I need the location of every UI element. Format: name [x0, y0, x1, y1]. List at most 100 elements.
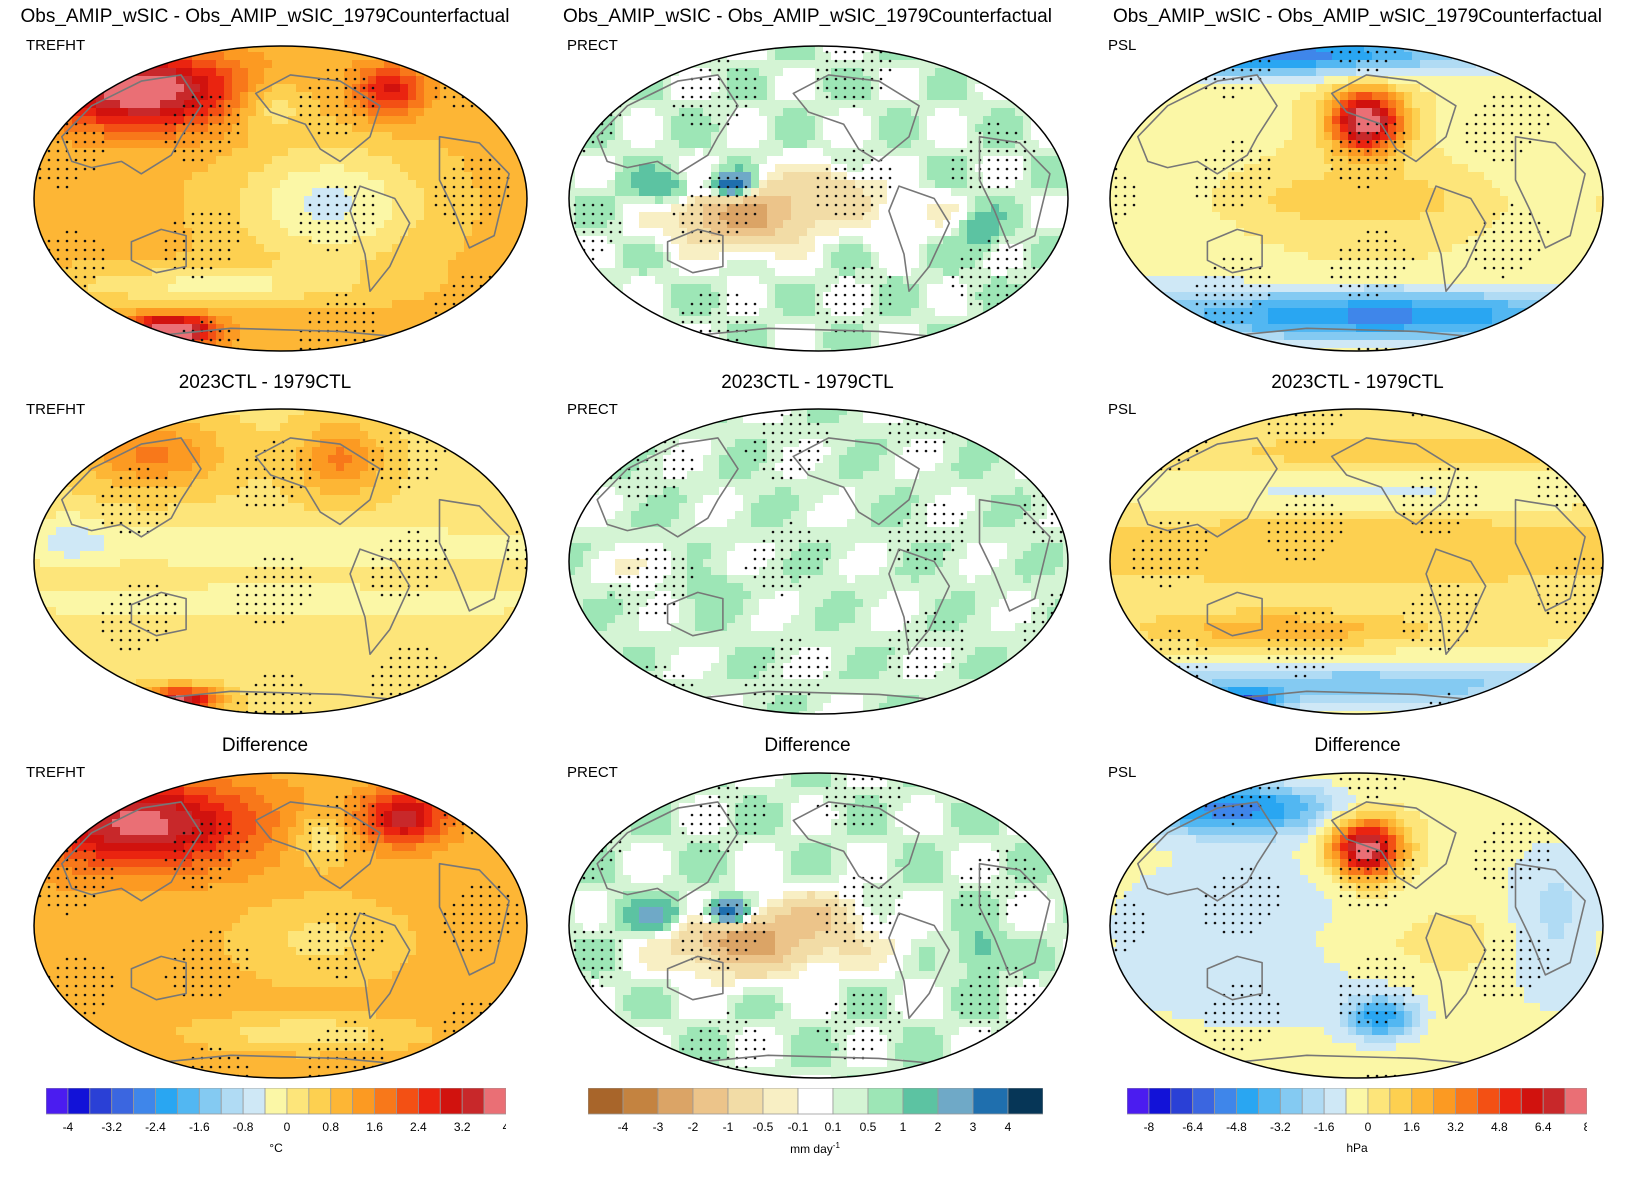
map-cell: [80, 268, 89, 277]
stipple-dot: [200, 275, 204, 279]
map-cell: [488, 268, 497, 277]
map-cell: [352, 252, 361, 261]
map-cell: [895, 68, 904, 77]
map-cell: [72, 100, 81, 109]
map-cell: [528, 156, 529, 165]
map-cell: [400, 268, 409, 277]
stipple-dot: [479, 311, 483, 315]
map-cell: [959, 156, 968, 165]
map-cell: [607, 260, 616, 269]
map-cell: [1023, 84, 1032, 93]
map-cell: [288, 164, 297, 173]
map-cell: [1023, 124, 1032, 133]
map-cell: [192, 284, 201, 293]
map-cell: [967, 132, 976, 141]
map-cell: [200, 124, 209, 133]
map-cell: [663, 100, 672, 109]
map-cell: [887, 236, 896, 245]
map-cell: [432, 236, 441, 245]
map-cell: [40, 332, 49, 341]
map-cell: [807, 156, 816, 165]
map-cell: [695, 268, 704, 277]
map-cell: [735, 156, 744, 165]
stipple-dot: [209, 212, 213, 216]
map-cell: [927, 52, 936, 61]
map-cell: [895, 268, 904, 277]
stipple-dot: [182, 230, 186, 234]
stipple-dot: [236, 113, 240, 117]
map-cell: [727, 124, 736, 133]
map-cell: [240, 180, 249, 189]
map-cell: [687, 252, 696, 261]
map-cell: [759, 46, 768, 53]
map-cell: [464, 132, 473, 141]
map-cell: [376, 164, 385, 173]
map-cell: [815, 52, 824, 61]
map-cell: [456, 268, 465, 277]
map-cell: [312, 84, 321, 93]
map-cell: [855, 180, 864, 189]
map-cell: [488, 148, 497, 157]
map-cell: [663, 236, 672, 245]
map-cell: [416, 276, 425, 285]
map-cell: [727, 180, 736, 189]
map-cell: [1015, 164, 1024, 173]
map-cell: [104, 172, 113, 181]
map-cell: [927, 180, 936, 189]
map-cell: [647, 188, 656, 197]
stipple-dot: [488, 320, 492, 324]
map-cell: [504, 156, 513, 165]
map-cell: [687, 244, 696, 253]
map-cell: [919, 244, 928, 253]
map-cell: [344, 332, 353, 341]
map-cell: [1063, 268, 1068, 277]
map-cell: [759, 188, 768, 197]
map-cell: [895, 156, 904, 165]
stipple-dot: [470, 77, 474, 81]
map-cell: [871, 124, 880, 133]
map-cell: [623, 108, 632, 117]
map-cell: [408, 332, 417, 341]
map-cell: [112, 236, 121, 245]
map-cell: [528, 188, 529, 197]
map-cell: [424, 260, 433, 269]
map-cell: [1015, 244, 1024, 253]
map-cell: [727, 212, 736, 221]
map-cell: [296, 52, 305, 61]
map-cell: [120, 220, 129, 229]
stipple-dot: [326, 248, 330, 252]
stipple-dot: [164, 122, 168, 126]
map-cell: [512, 292, 521, 301]
map-cell: [368, 204, 377, 213]
map-cell: [879, 100, 888, 109]
map-cell: [392, 308, 401, 317]
map-cell: [304, 284, 313, 293]
map-cell: [384, 236, 393, 245]
map-cell: [64, 76, 73, 85]
stipple-dot: [362, 113, 366, 117]
map-cell: [120, 212, 129, 221]
map-cell: [847, 92, 856, 101]
stipple-dot: [65, 167, 69, 171]
map-cell: [831, 100, 840, 109]
map-cell: [735, 236, 744, 245]
map-cell: [432, 172, 441, 181]
map-cell: [416, 252, 425, 261]
map-cell: [448, 180, 457, 189]
map-cell: [1015, 68, 1024, 77]
map-cell: [935, 132, 944, 141]
map-cell: [599, 228, 608, 237]
map-cell: [56, 76, 65, 85]
map-cell: [919, 212, 928, 221]
stipple-dot: [38, 50, 42, 54]
map-cell: [751, 236, 760, 245]
map-cell: [767, 108, 776, 117]
stipple-dot: [497, 185, 501, 189]
map-cell: [815, 68, 824, 77]
map-cell: [607, 188, 616, 197]
map-cell: [735, 164, 744, 173]
map-cell: [855, 92, 864, 101]
map-cell: [304, 308, 313, 317]
map-cell: [272, 148, 281, 157]
map-cell: [288, 252, 297, 261]
